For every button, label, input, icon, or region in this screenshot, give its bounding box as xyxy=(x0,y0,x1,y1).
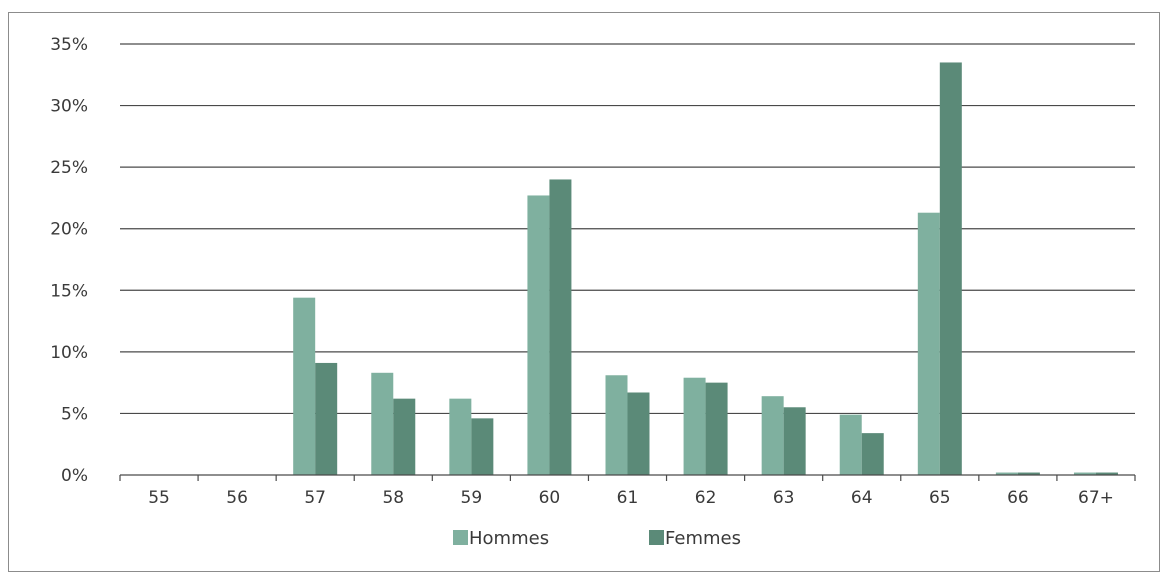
bar-femmes-60 xyxy=(549,179,572,475)
legend-swatch-hommes xyxy=(453,530,468,545)
x-tick-label: 56 xyxy=(226,488,248,508)
bar-femmes-63 xyxy=(783,407,806,475)
bar-hommes-57 xyxy=(293,297,316,475)
bar-hommes-61 xyxy=(605,375,628,475)
legend-swatch-femmes xyxy=(649,530,664,545)
legend: Hommes Femmes xyxy=(453,528,741,549)
bar-hommes-59 xyxy=(449,398,472,475)
y-tick-label: 0% xyxy=(61,466,88,486)
bar-femmes-66 xyxy=(1017,472,1040,475)
bar-hommes-60 xyxy=(527,195,550,476)
x-tick-label: 62 xyxy=(695,488,717,508)
bar-hommes-65 xyxy=(917,212,940,475)
x-tick-label: 66 xyxy=(1007,488,1029,508)
y-tick-label: 30% xyxy=(50,97,88,117)
y-tick-label: 20% xyxy=(50,220,88,240)
bar-hommes-66 xyxy=(995,472,1018,475)
x-tick-labels: 55 56 57 58 59 60 61 62 63 64 65 66 67+ xyxy=(148,488,1114,508)
x-tick-label: 58 xyxy=(382,488,404,508)
bar-hommes-64 xyxy=(839,414,862,475)
legend-label-femmes: Femmes xyxy=(665,528,741,549)
y-tick-labels: 0% 5% 10% 15% 20% 25% 30% 35% xyxy=(50,35,88,486)
bar-chart: 0% 5% 10% 15% 20% 25% 30% 35% 55 56 57 58 59 60 61 62 6… xyxy=(50,35,1136,549)
y-tick-label: 15% xyxy=(50,281,88,301)
legend-label-hommes: Hommes xyxy=(469,528,549,549)
x-tick-label: 64 xyxy=(851,488,873,508)
bars xyxy=(293,62,1118,476)
bar-hommes-63 xyxy=(761,396,784,475)
y-tick-label: 10% xyxy=(50,343,88,363)
bar-femmes-58 xyxy=(393,398,416,475)
bar-hommes-62 xyxy=(683,377,706,475)
x-tick-label: 67+ xyxy=(1078,488,1114,508)
bar-femmes-57 xyxy=(315,362,338,475)
bar-femmes-64 xyxy=(861,433,884,475)
x-axis xyxy=(119,474,1136,481)
bar-femmes-65 xyxy=(939,62,962,475)
x-tick-label: 55 xyxy=(148,488,170,508)
x-tick-label: 65 xyxy=(929,488,951,508)
bar-femmes-61 xyxy=(627,392,650,475)
y-tick-label: 5% xyxy=(61,404,88,424)
x-tick-label: 60 xyxy=(539,488,561,508)
bar-femmes-59 xyxy=(471,418,494,475)
y-tick-label: 35% xyxy=(50,35,88,55)
x-tick-label: 63 xyxy=(773,488,795,508)
x-tick-label: 61 xyxy=(617,488,639,508)
bar-hommes-58 xyxy=(371,372,394,475)
x-tick-label: 59 xyxy=(461,488,483,508)
y-tick-label: 25% xyxy=(50,158,88,178)
bar-femmes-62 xyxy=(705,382,728,475)
bar-hommes-67+ xyxy=(1073,472,1096,475)
bar-femmes-67+ xyxy=(1095,472,1118,475)
gridlines xyxy=(120,43,1135,415)
x-tick-label: 57 xyxy=(304,488,326,508)
